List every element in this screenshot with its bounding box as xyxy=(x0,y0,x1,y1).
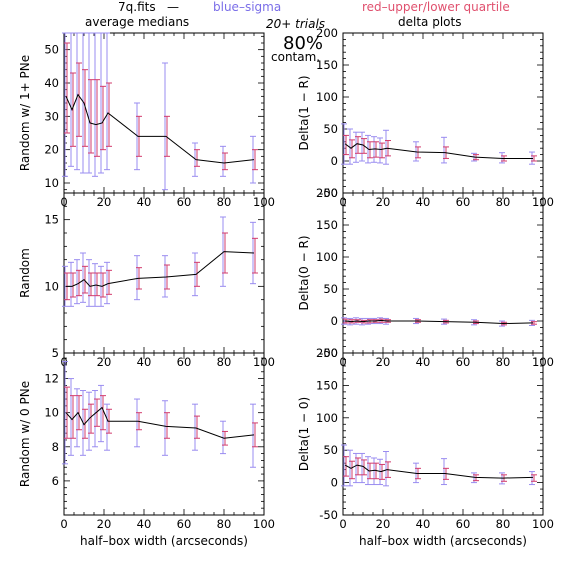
y-tick-label: 20 xyxy=(44,143,59,157)
median-line xyxy=(65,93,255,164)
y-tick-label: 150 xyxy=(316,218,338,232)
trials-label: 20+ trials xyxy=(266,17,325,31)
panel-left-middle: 02040608010051015Random xyxy=(18,192,275,369)
y-tick-label: 200 xyxy=(316,26,338,40)
right-column-title: delta plots xyxy=(398,15,461,29)
y-tick-label: 150 xyxy=(316,58,338,72)
x-tick-label: 60 xyxy=(177,355,192,369)
plot-frame xyxy=(342,192,544,354)
x-axis-title: half–box width (arcseconds) xyxy=(359,534,527,548)
header-dash: — xyxy=(167,0,179,14)
y-tick-label: 50 xyxy=(323,122,338,136)
x-tick-label: 60 xyxy=(177,195,192,209)
y-tick-label: 100 xyxy=(316,411,338,425)
y-tick-label: 0 xyxy=(331,476,338,490)
x-tick-label: 80 xyxy=(496,195,511,209)
legend-blue-sigma: blue–sigma xyxy=(213,0,281,14)
x-tick-label: 20 xyxy=(376,517,391,531)
x-tick-label: 80 xyxy=(496,517,511,531)
plot-frame xyxy=(63,32,265,194)
x-tick-label: 100 xyxy=(253,517,275,531)
x-tick-label: 20 xyxy=(97,195,112,209)
figure-header: 7q.fits — blue–sigma red–upper/lower qua… xyxy=(85,0,510,64)
median-line xyxy=(344,319,534,325)
plot-frame xyxy=(342,352,544,516)
y-tick-label: -50 xyxy=(319,508,338,522)
x-tick-label: 80 xyxy=(496,355,511,369)
x-tick-label: 80 xyxy=(217,355,232,369)
y-axis-title: Random xyxy=(18,248,32,298)
x-tick-label: 20 xyxy=(97,517,112,531)
y-tick-label: 50 xyxy=(323,282,338,296)
x-tick-label: 60 xyxy=(456,517,471,531)
x-axis-title: half–box width (arcseconds) xyxy=(80,534,248,548)
file-name: 7q.fits xyxy=(118,0,156,14)
x-tick-label: 40 xyxy=(137,355,152,369)
plot-frame xyxy=(63,352,265,516)
x-tick-label: 40 xyxy=(137,517,152,531)
x-tick-label: 80 xyxy=(217,195,232,209)
y-tick-label: 0 xyxy=(331,154,338,168)
contamination-percent: 80% xyxy=(283,33,323,54)
x-tick-label: 20 xyxy=(376,355,391,369)
y-tick-label: 100 xyxy=(316,90,338,104)
y-tick-label: 15 xyxy=(44,213,59,227)
y-tick-label: 150 xyxy=(316,378,338,392)
contamination-word: contam. xyxy=(271,50,320,64)
x-tick-label: 60 xyxy=(456,195,471,209)
y-tick-label: 10 xyxy=(44,279,59,293)
y-axis-title: Delta(0 − R) xyxy=(297,235,311,310)
x-tick-label: 40 xyxy=(416,355,431,369)
plot-frame xyxy=(342,32,544,194)
y-tick-label: 30 xyxy=(44,109,59,123)
y-tick-label: 50 xyxy=(44,43,59,57)
x-tick-label: 80 xyxy=(217,517,232,531)
y-tick-label: 200 xyxy=(316,186,338,200)
x-tick-label: 40 xyxy=(416,195,431,209)
x-tick-label: 0 xyxy=(60,517,67,531)
y-tick-label: 100 xyxy=(316,250,338,264)
x-tick-label: 60 xyxy=(456,355,471,369)
y-tick-label: 6 xyxy=(52,474,59,488)
x-tick-label: 40 xyxy=(137,195,152,209)
y-tick-label: 10 xyxy=(44,406,59,420)
x-tick-label: 100 xyxy=(532,517,554,531)
y-tick-label: 200 xyxy=(316,346,338,360)
x-tick-label: 40 xyxy=(416,517,431,531)
y-tick-label: 12 xyxy=(44,372,59,386)
x-tick-label: 0 xyxy=(339,517,346,531)
y-tick-label: -50 xyxy=(319,346,338,360)
median-line xyxy=(344,464,534,479)
y-tick-label: 8 xyxy=(52,440,59,454)
y-tick-label: 40 xyxy=(44,76,59,90)
x-tick-label: 20 xyxy=(376,195,391,209)
y-tick-label: 5 xyxy=(52,346,59,360)
y-tick-label: 50 xyxy=(323,443,338,457)
y-tick-label: 10 xyxy=(44,176,59,190)
x-tick-label: 20 xyxy=(97,355,112,369)
panel-left-bottom: 0 20 40 60 80 100 6 8 10 12 Random w/ 0 PNe half–bo… xyxy=(18,352,275,548)
y-axis-title: Delta(1 − 0) xyxy=(297,397,311,471)
left-column-title: average medians xyxy=(85,15,189,29)
y-tick-label: -50 xyxy=(319,186,338,200)
x-tick-label: 60 xyxy=(177,517,192,531)
median-line xyxy=(65,406,255,439)
y-axis-title: Random w/ 1+ PNe xyxy=(18,55,32,171)
median-line xyxy=(66,251,255,287)
y-axis-title: Random w/ 0 PNe xyxy=(18,381,32,487)
y-tick-label: 0 xyxy=(331,314,338,328)
median-line xyxy=(344,143,533,159)
y-axis-title: Delta(1 − R) xyxy=(297,75,311,150)
legend-red-quartile: red–upper/lower quartile xyxy=(362,0,510,14)
